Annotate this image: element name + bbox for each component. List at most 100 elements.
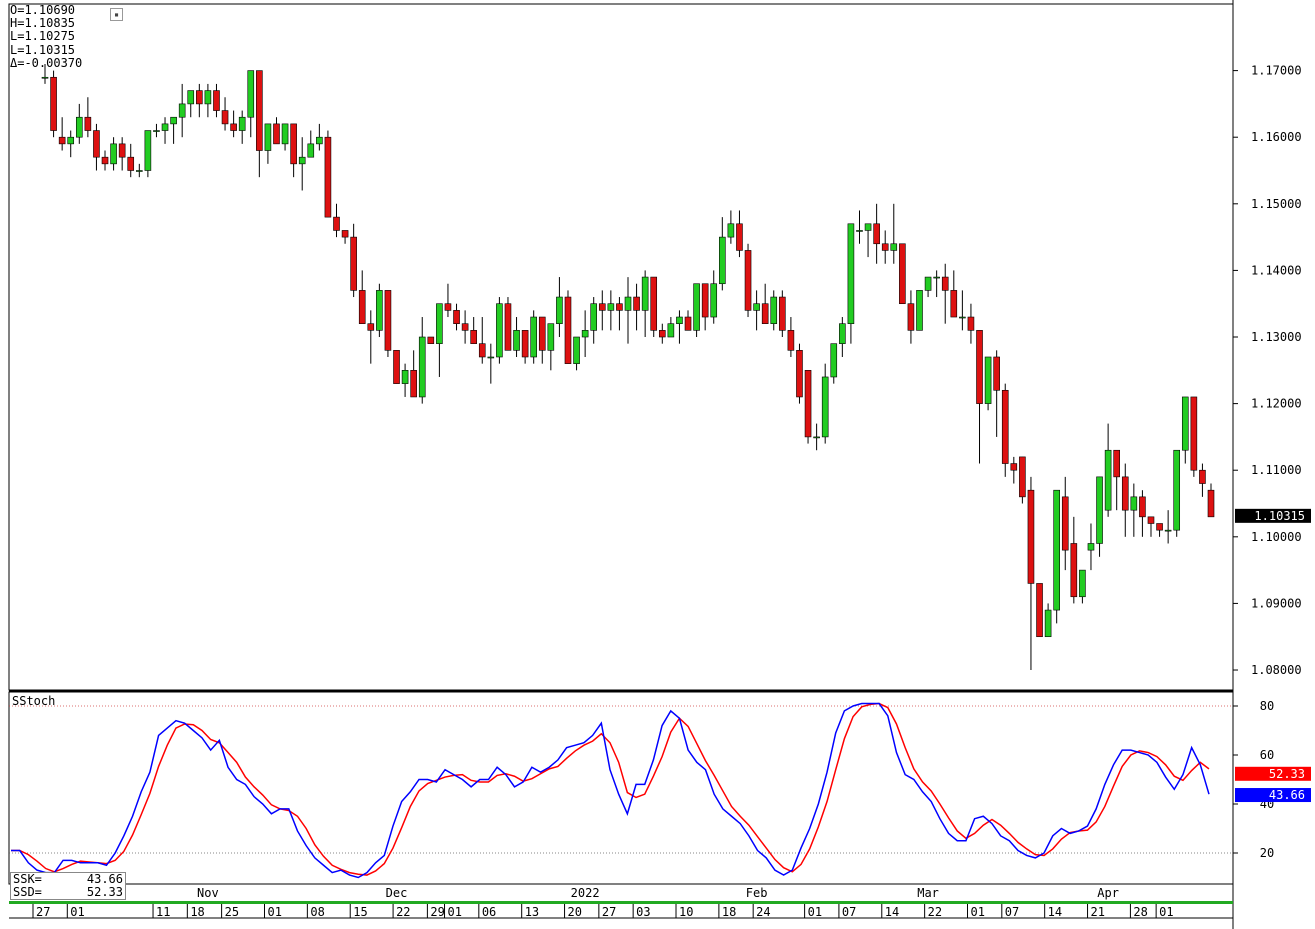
candle-body — [256, 70, 263, 151]
stoch-tick-label: 60 — [1260, 748, 1274, 762]
candle-body — [1019, 456, 1026, 498]
stoch-legend: SSK= 43.66 SSD= 52.33 — [10, 872, 126, 900]
candle-body — [58, 136, 66, 145]
candle-body — [727, 223, 735, 238]
candle-body — [1010, 463, 1018, 471]
price-tick-label: 1.08000 — [1251, 663, 1302, 677]
candle-body — [350, 236, 357, 291]
candle-body — [444, 303, 452, 311]
candle-body — [1190, 396, 1198, 471]
day-label: 14 — [885, 905, 899, 919]
candle-body — [813, 436, 820, 439]
low-value: L=1.10275 — [10, 29, 76, 44]
candle-body — [324, 136, 332, 218]
price-tick-label: 1.14000 — [1251, 263, 1302, 277]
candle-body — [616, 303, 623, 311]
candle-body — [590, 303, 598, 331]
day-label: 01 — [808, 905, 822, 919]
ssk-tag-label: 43.66 — [1269, 788, 1305, 802]
candle-body — [787, 330, 795, 351]
ssk-tag — [1235, 788, 1311, 803]
day-label: 22 — [928, 905, 942, 919]
candle-body — [538, 316, 546, 351]
candle-body — [1199, 469, 1206, 484]
candle-body — [530, 316, 537, 358]
ohlc-info-box: O=1.10690 H=1.10835 L=1.10275 L=1.10315 … — [10, 3, 82, 70]
candle-body — [761, 303, 769, 324]
candle-body — [153, 130, 160, 132]
candle-body — [144, 130, 152, 171]
candle-body — [1156, 523, 1163, 531]
candle-body — [941, 276, 949, 291]
candle-body — [75, 116, 83, 138]
candle-body — [924, 276, 932, 291]
candle-body — [993, 356, 1000, 391]
candle-body — [358, 290, 366, 324]
candle-body — [127, 156, 135, 171]
candle-body — [1044, 609, 1052, 638]
candle-body — [1087, 543, 1095, 551]
candle-body — [436, 303, 443, 344]
candle-body — [581, 330, 589, 338]
candle-body — [710, 283, 718, 318]
candle-body — [907, 303, 915, 331]
candle-body — [453, 310, 460, 324]
day-label: 01 — [267, 905, 281, 919]
day-label: 01 — [971, 905, 985, 919]
candle-body — [1053, 489, 1060, 611]
ssd-tag — [1235, 766, 1311, 781]
candle-body — [839, 323, 846, 344]
candle-body — [1001, 389, 1009, 464]
candle-body — [1121, 476, 1129, 511]
candle-body — [830, 343, 838, 378]
candle-body — [84, 116, 92, 131]
candle-body — [873, 223, 880, 245]
day-label: 03 — [636, 905, 650, 919]
current-price-tag — [1235, 508, 1311, 523]
candle-body — [238, 116, 246, 131]
month-label: Apr — [1097, 886, 1119, 900]
stoch-title: SStoch — [12, 694, 56, 708]
candle-body — [247, 70, 255, 118]
candle-body — [290, 123, 297, 165]
candle-body — [470, 330, 477, 344]
candle-body — [376, 290, 383, 331]
price-tick-label: 1.17000 — [1251, 64, 1302, 78]
ssd-value: 52.33 — [86, 885, 123, 899]
candle-body — [187, 90, 195, 105]
candle-body — [401, 370, 409, 384]
day-label: 18 — [190, 905, 204, 919]
ssd-line — [11, 702, 1210, 876]
candle-body — [736, 223, 743, 251]
candle-body — [1079, 569, 1086, 598]
candle-body — [1061, 496, 1069, 551]
candle-body — [847, 223, 855, 324]
chart-menu-icon[interactable]: ▪ — [110, 8, 123, 21]
candle-body — [684, 316, 692, 331]
day-label: 20 — [568, 905, 582, 919]
candle-body — [624, 296, 632, 311]
candle-body — [118, 143, 126, 158]
candle-body — [316, 136, 323, 145]
candle-body — [513, 330, 520, 351]
day-label: 01 — [70, 905, 84, 919]
month-label: Dec — [386, 886, 408, 900]
ssk-label: SSK= — [13, 872, 42, 886]
day-label: 28 — [1133, 905, 1147, 919]
day-label: 21 — [1091, 905, 1105, 919]
day-label: 13 — [525, 905, 539, 919]
candle-body — [899, 243, 906, 305]
candle-body — [744, 250, 752, 311]
candle-body — [1207, 489, 1215, 518]
ssk-line — [11, 702, 1210, 879]
price-tick-label: 1.11000 — [1251, 463, 1302, 477]
candle-body — [881, 243, 889, 251]
candle-body — [719, 236, 726, 285]
candle-body — [496, 303, 503, 358]
current-price-label: 1.10315 — [1254, 509, 1305, 523]
candle-body — [1027, 489, 1035, 584]
price-tick-label: 1.16000 — [1251, 130, 1302, 144]
candle-body — [1173, 449, 1181, 531]
